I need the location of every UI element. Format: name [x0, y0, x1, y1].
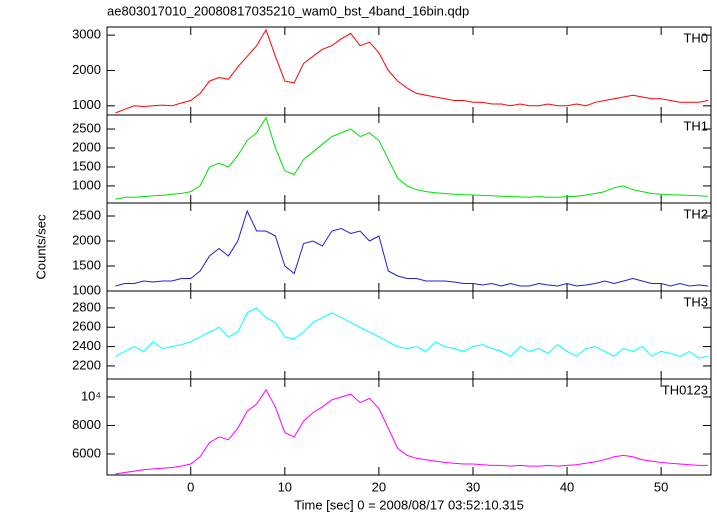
- y-tick-label: 1000: [72, 282, 101, 297]
- x-axis-label: Time [sec] 0 = 2008/08/17 03:52:10.315: [294, 497, 524, 512]
- light-curve: [115, 28, 709, 114]
- panel-frame: [106, 114, 712, 204]
- y-axis-label: Counts/sec: [33, 214, 48, 280]
- y-tick-label: 2000: [72, 232, 101, 247]
- light-curve: [115, 307, 709, 359]
- y-tick-label: 2000: [72, 139, 101, 154]
- light-curve: [115, 388, 709, 475]
- y-tick-label: 1500: [72, 158, 101, 173]
- x-tick-label: 0: [187, 479, 194, 494]
- y-tick-label: 2500: [72, 207, 101, 222]
- y-tick-label: 1000: [72, 177, 101, 192]
- panel-frame: [106, 26, 712, 116]
- light-curve: [115, 209, 709, 287]
- y-tick-label: 2500: [72, 120, 101, 135]
- y-tick-label: 2600: [72, 319, 101, 334]
- x-tick-label: 50: [654, 479, 668, 494]
- y-tick-label: 8000: [72, 417, 101, 432]
- panel-frame: [106, 290, 712, 380]
- x-tick-label: 10: [278, 479, 292, 494]
- y-tick-label: 6000: [72, 445, 101, 460]
- y-tick-label: 1500: [72, 257, 101, 272]
- chart-title: ae803017010_20080817035210_wam0_bst_4ban…: [107, 3, 469, 18]
- series-label: TH1: [683, 118, 708, 133]
- y-tick-label: 2200: [72, 357, 101, 372]
- x-tick-label: 20: [372, 479, 386, 494]
- series-label: TH2: [683, 206, 708, 221]
- y-tick-label: 2400: [72, 338, 101, 353]
- panel-frame: [106, 378, 712, 476]
- y-tick-label: 2800: [72, 299, 101, 314]
- y-tick-label: 10⁴: [81, 388, 101, 403]
- y-tick-label: 2000: [72, 62, 101, 77]
- series-label: TH0123: [662, 382, 708, 397]
- x-tick-label: 30: [466, 479, 480, 494]
- light-curve: [115, 116, 709, 200]
- series-label: TH0: [683, 30, 708, 45]
- panel-frame: [106, 202, 712, 292]
- y-tick-label: 3000: [72, 27, 101, 42]
- series-label: TH3: [683, 294, 708, 309]
- x-tick-label: 40: [560, 479, 574, 494]
- y-tick-label: 1000: [72, 97, 101, 112]
